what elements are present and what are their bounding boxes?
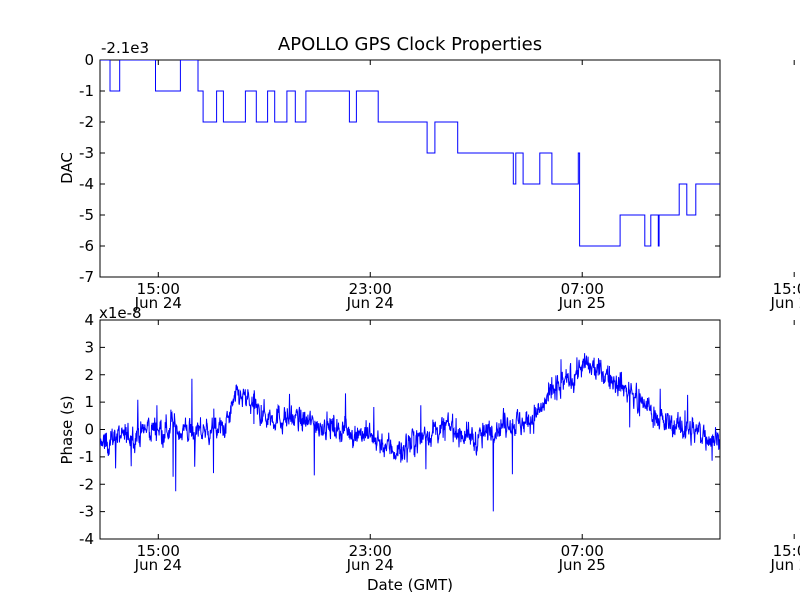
- dac-y-tick-label: -1: [79, 82, 94, 100]
- dac-x-tick-time: 15:00: [137, 280, 180, 298]
- dac-y-tick-label: -6: [79, 237, 94, 255]
- dac-x-tick-date: Jun 25: [770, 294, 800, 312]
- dac-x-tick-time: 15:00: [773, 280, 800, 298]
- dac-x-tick-date: Jun 24: [134, 294, 182, 312]
- phase-y-tick-label: 4: [84, 311, 94, 329]
- phase-x-tick-time: 07:00: [561, 542, 604, 560]
- phase-x-tick-time: 15:00: [137, 542, 180, 560]
- phase-y-tick-label: 0: [84, 421, 94, 439]
- phase-offset-label: x1e-8: [99, 304, 142, 322]
- dac-x-tick-date: Jun 25: [558, 294, 606, 312]
- phase-y-tick-label: -4: [79, 530, 94, 548]
- dac-y-tick-label: -7: [79, 268, 94, 286]
- phase-y-tick-label: -3: [79, 503, 94, 521]
- dac-y-tick-label: -4: [79, 175, 94, 193]
- phase-y-tick-label: -1: [79, 448, 94, 466]
- phase-y-tick-label: -2: [79, 475, 94, 493]
- phase-x-tick-date: Jun 25: [770, 556, 800, 574]
- phase-y-tick-label: 1: [84, 393, 94, 411]
- dac-y-tick-label: 0: [84, 51, 94, 69]
- dac-x-tick-time: 07:00: [561, 280, 604, 298]
- dac-y-tick-label: -3: [79, 144, 94, 162]
- dac-x-tick-date: Jun 24: [346, 294, 394, 312]
- phase-y-axis-label: Phase (s): [58, 395, 76, 464]
- dac-plot-frame: [99, 59, 721, 278]
- dac-y-tick-label: -2: [79, 113, 94, 131]
- dac-series-line: [100, 60, 720, 247]
- chart-title: APOLLO GPS Clock Properties: [278, 34, 542, 55]
- phase-x-tick-date: Jun 24: [346, 556, 394, 574]
- dac-offset-label: -2.1e3: [101, 39, 149, 57]
- phase-y-tick-label: 2: [84, 366, 94, 384]
- phase-y-tick-label: 3: [84, 338, 94, 356]
- phase-x-tick-date: Jun 25: [558, 556, 606, 574]
- phase-x-axis-label: Date (GMT): [367, 576, 453, 594]
- dac-y-axis-label: DAC: [58, 152, 76, 184]
- phase-panel: x1e-8 Phase (s) Date (GMT) 4 3 2 1 0 -1 -2 -3 -4…: [58, 304, 800, 594]
- dac-x-tick-time: 23:00: [349, 280, 392, 298]
- phase-x-tick-time: 23:00: [349, 542, 392, 560]
- phase-x-tick-date: Jun 24: [134, 556, 182, 574]
- phase-x-tick-time: 15:00: [773, 542, 800, 560]
- phase-series-line: [100, 353, 720, 512]
- dac-y-tick-label: -5: [79, 206, 94, 224]
